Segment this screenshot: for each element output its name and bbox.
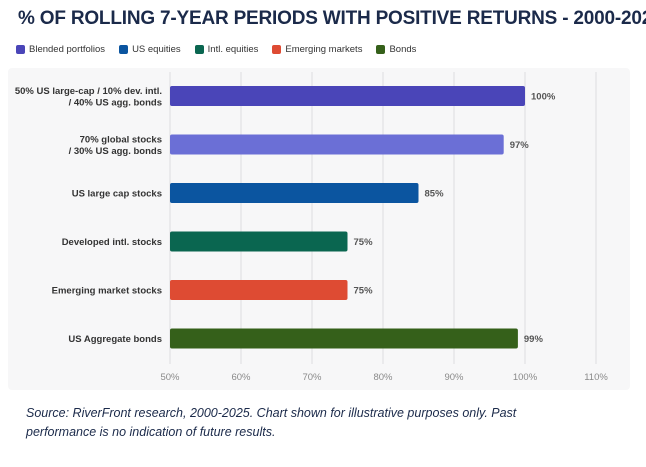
legend-label-emerging-markets: Emerging markets xyxy=(285,43,363,55)
x-tick-labels: 50% 60% 70% 80% 90% 100% 110% xyxy=(160,372,608,383)
legend-item-us-equities: US equities xyxy=(119,44,181,55)
category-label: / 40% US agg. bonds xyxy=(69,97,162,108)
category-label: / 30% US agg. bonds xyxy=(69,146,162,157)
legend-item-intl-equities: Intl. equities xyxy=(194,43,259,55)
category-label: Emerging market stocks xyxy=(52,286,162,297)
value-label: 75% xyxy=(354,237,374,248)
category-label: 50% US large-cap / 10% dev. intl. xyxy=(15,86,162,97)
value-label: 99% xyxy=(524,334,544,345)
x-tick-label: 80% xyxy=(373,372,393,383)
value-label: 100% xyxy=(531,92,556,103)
source-note: Source: RiverFront research, 2000-2025. … xyxy=(26,406,517,439)
x-tick-label: 110% xyxy=(584,372,608,383)
legend-swatch-emerging-markets xyxy=(272,44,282,54)
bar-chart: 50% US large-cap / 10% dev. intl./ 40% U… xyxy=(14,72,609,383)
value-label: 97% xyxy=(510,140,530,151)
bar xyxy=(170,231,348,252)
chart-title: % OF ROLLING 7-YEAR PERIODS WITH POSITIV… xyxy=(18,8,646,29)
x-tick-label: 60% xyxy=(231,372,251,383)
legend-item-bonds: Bonds xyxy=(376,44,416,55)
bar xyxy=(170,134,504,155)
value-labels: 100% 97% 85% 75% 75% 99% xyxy=(354,92,556,346)
gridlines xyxy=(169,72,597,364)
legend-item-blended: Blended portfolios xyxy=(16,44,105,55)
x-tick-label: 70% xyxy=(302,372,322,383)
legend-swatch-blended xyxy=(16,44,25,54)
legend-label-blended: Blended portfolios xyxy=(29,43,106,55)
x-tick-label: 100% xyxy=(513,372,538,383)
bars xyxy=(170,86,525,349)
x-tick-label: 90% xyxy=(444,372,464,383)
value-label: 85% xyxy=(425,189,445,200)
legend: Blended portfolios US equities Intl. equ… xyxy=(16,42,416,56)
legend-item-emerging-markets: Emerging markets xyxy=(272,44,362,55)
category-label: US large cap stocks xyxy=(72,189,162,200)
legend-label-us-equities: US equities xyxy=(132,43,181,55)
category-label: 70% global stocks xyxy=(80,134,162,145)
legend-label-bonds: Bonds xyxy=(389,43,417,55)
category-label: Developed intl. stocks xyxy=(62,237,162,248)
legend-swatch-bonds xyxy=(376,44,386,54)
x-tick-label: 50% xyxy=(160,372,180,383)
bar xyxy=(170,183,419,203)
legend-swatch-intl-equities xyxy=(194,44,204,54)
category-labels: 50% US large-cap / 10% dev. intl./ 40% U… xyxy=(15,86,162,345)
value-label: 75% xyxy=(354,286,374,297)
bar xyxy=(170,280,348,300)
legend-label-intl-equities: Intl. equities xyxy=(207,43,259,55)
bar xyxy=(170,328,518,349)
bar xyxy=(170,86,525,106)
category-label: US Aggregate bonds xyxy=(68,334,162,345)
legend-swatch-us-equities xyxy=(119,44,129,54)
